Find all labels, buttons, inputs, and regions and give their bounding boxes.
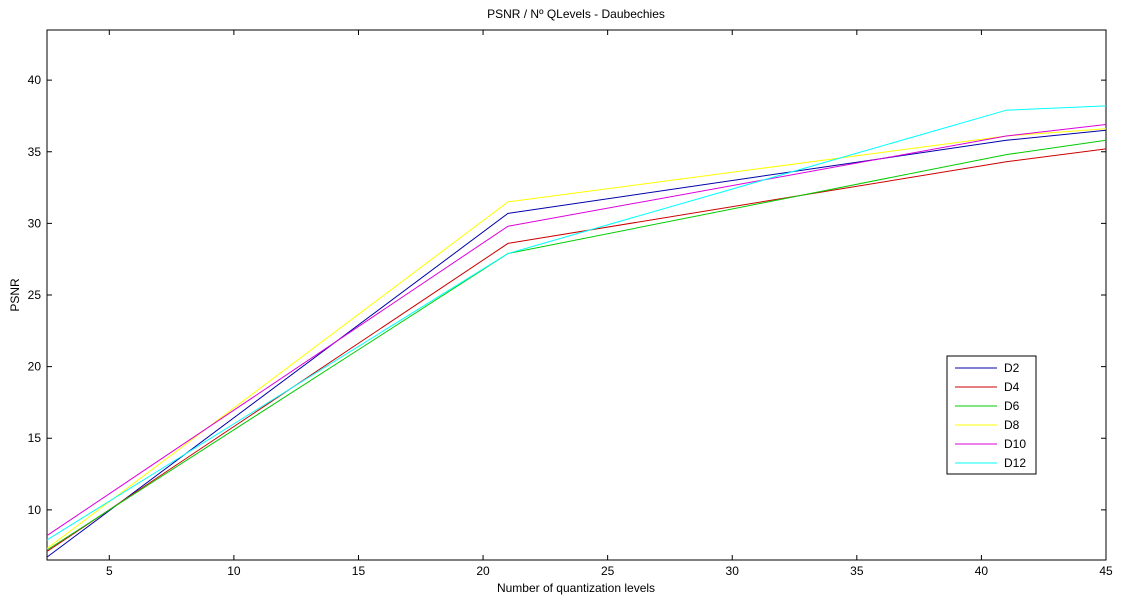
y-tick-label: 15 <box>28 431 42 445</box>
x-tick-label: 25 <box>601 564 615 578</box>
y-axis-label: PSNR <box>8 278 22 312</box>
legend-box <box>946 355 1037 475</box>
y-tick-label: 20 <box>28 360 42 374</box>
x-tick-label: 15 <box>352 564 366 578</box>
legend-label: D6 <box>1004 399 1020 413</box>
legend-label: D4 <box>1004 380 1020 394</box>
x-axis-label: Number of quantization levels <box>497 581 655 595</box>
plot-area <box>46 29 1107 561</box>
legend-label: D2 <box>1004 361 1020 375</box>
y-tick-label: 25 <box>28 288 42 302</box>
x-tick-label: 20 <box>476 564 490 578</box>
axis-ticks: 5 10 15 20 25 30 35 40 45 10 15 20 25 30 35 40 <box>28 30 1113 578</box>
chart-title: PSNR / Nº QLevels - Daubechies <box>487 7 665 21</box>
legend: D2 D4 D6 D8 D10 D12 <box>946 355 1037 475</box>
series-line-d10 <box>46 124 1107 537</box>
y-tick-label: 35 <box>28 145 42 159</box>
x-tick-label: 35 <box>850 564 864 578</box>
series-line-d6 <box>46 139 1107 551</box>
y-tick-label: 40 <box>28 73 42 87</box>
x-tick-label: 10 <box>227 564 241 578</box>
series-line-d8 <box>46 128 1107 549</box>
y-tick-label: 10 <box>28 503 42 517</box>
legend-label: D8 <box>1004 418 1020 432</box>
x-tick-label: 45 <box>1099 564 1113 578</box>
x-tick-label: 5 <box>106 564 113 578</box>
x-tick-label: 40 <box>975 564 989 578</box>
legend-label: D10 <box>1004 437 1026 451</box>
series-lines <box>46 105 1107 558</box>
series-line-d4 <box>46 148 1107 552</box>
series-line-d2 <box>46 129 1107 558</box>
series-line-d12 <box>46 105 1107 541</box>
legend-label: D12 <box>1004 456 1026 470</box>
y-tick-label: 30 <box>28 216 42 230</box>
x-tick-label: 30 <box>726 564 740 578</box>
